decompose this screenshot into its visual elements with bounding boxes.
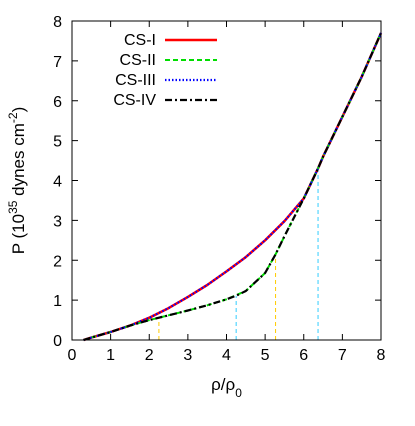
x-tick-label: 2 — [145, 347, 154, 364]
y-tick-label: 6 — [53, 94, 62, 111]
x-tick-label: 5 — [261, 347, 270, 364]
x-tick-label: 3 — [183, 347, 192, 364]
x-tick-label: 4 — [222, 347, 231, 364]
x-tick-label: 7 — [338, 347, 347, 364]
y-tick-label: 8 — [53, 14, 62, 31]
series-lines — [83, 32, 383, 342]
y-tick-label: 4 — [53, 174, 62, 191]
y-tick-label: 7 — [53, 54, 62, 71]
transition-markers — [158, 168, 319, 340]
y-axis-label: P (1035 dynes cm-2) — [6, 107, 28, 255]
y-tick-label: 5 — [53, 134, 62, 151]
legend-label-cs-iv: CS-IV — [113, 92, 156, 109]
legend-label-cs-iii: CS-III — [115, 72, 156, 89]
plot-frame — [71, 20, 382, 341]
legend-label-cs-ii: CS-II — [120, 52, 156, 69]
x-axis-label: ρ/ρ0 — [211, 375, 242, 400]
legend: CS-I CS-II CS-III CS-IV — [113, 32, 217, 109]
x-tick-label: 6 — [299, 347, 308, 364]
y-tick-label: 3 — [53, 213, 62, 230]
y-tick-label: 1 — [53, 293, 62, 310]
series-line-cs-iv — [83, 32, 383, 342]
x-tick-label: 1 — [106, 347, 115, 364]
x-tick-label: 8 — [377, 347, 386, 364]
y-tick-label: 0 — [53, 333, 62, 350]
axis-ticks: 0 1 2 3 4 5 6 7 8 0 1 2 3 4 5 6 7 8 — [53, 14, 385, 364]
legend-label-cs-i: CS-I — [124, 32, 156, 49]
x-tick-label: 0 — [68, 347, 77, 364]
y-tick-label: 2 — [53, 253, 62, 270]
